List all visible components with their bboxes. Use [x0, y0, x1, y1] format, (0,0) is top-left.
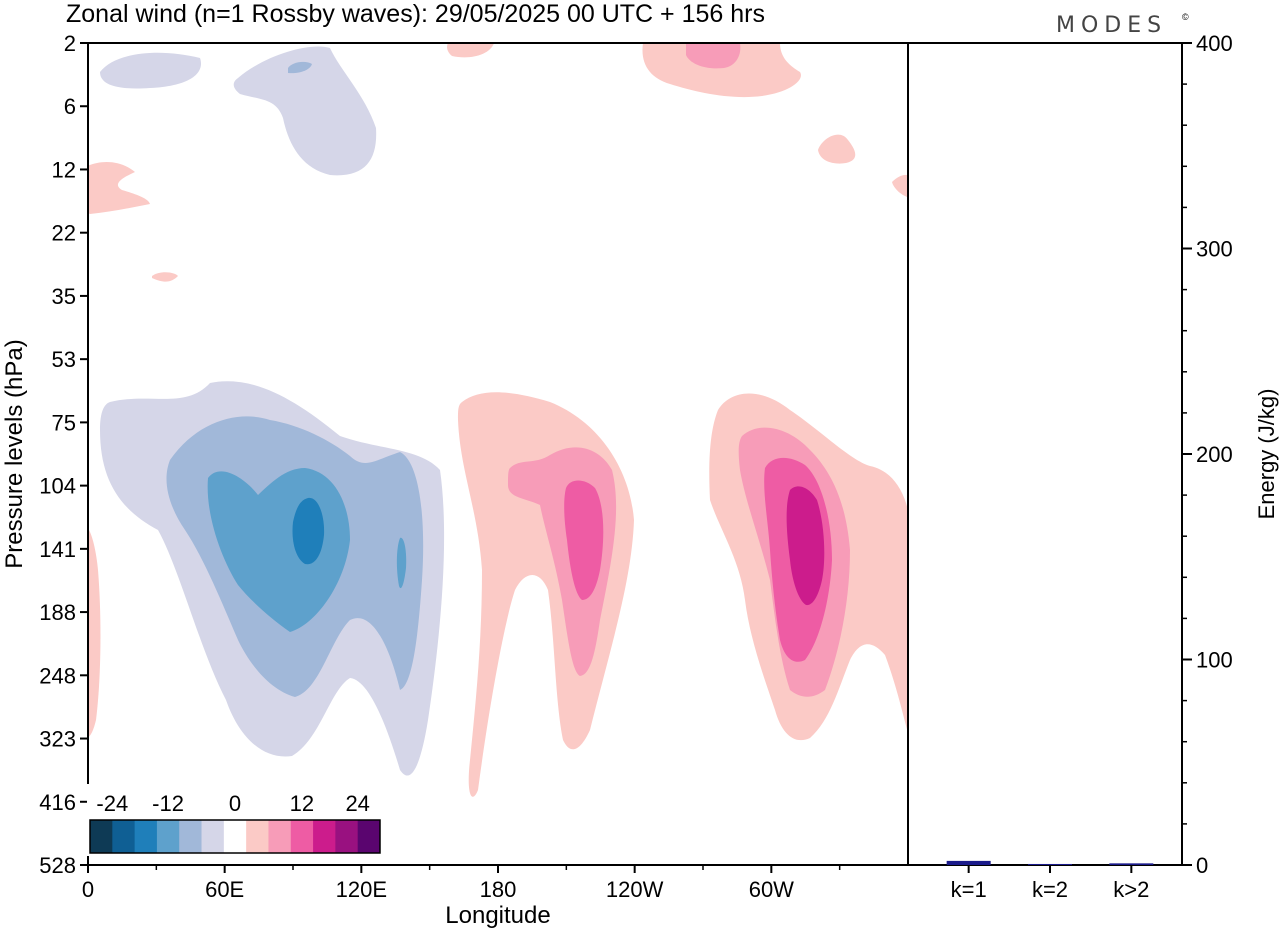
- energy-axis: 0 100 200 300 400: [1182, 31, 1233, 878]
- energy-bar: [1109, 863, 1154, 865]
- energy-tick-label: 0: [1196, 853, 1208, 878]
- pressure-tick-label: 2: [64, 31, 76, 56]
- y-axis-title: Pressure levels (hPa): [1, 339, 28, 568]
- pressure-tick-label: 22: [52, 221, 76, 246]
- longitude-tick-label: 120E: [336, 877, 387, 902]
- pressure-tick-label: 141: [39, 537, 76, 562]
- wavenumber-label: k=2: [1032, 877, 1068, 902]
- longitude-tick-label: 120W: [606, 877, 664, 902]
- colorbar-swatch: [90, 820, 113, 853]
- pressure-tick-label: 35: [52, 284, 76, 309]
- energy-bar: [946, 860, 991, 865]
- brand-mark: ©: [1182, 12, 1189, 22]
- colorbar-swatch: [290, 820, 314, 853]
- colorbar-swatch: [357, 820, 381, 853]
- colorbar-swatch: [335, 820, 359, 853]
- brand-logo: MODES: [1056, 13, 1167, 38]
- longitude-tick-label: 0: [82, 877, 94, 902]
- colorbar-label: 0: [229, 791, 241, 816]
- pressure-tick-label: 53: [52, 347, 76, 372]
- energy-bars: [946, 860, 1154, 865]
- x-axis-title: Longitude: [445, 902, 550, 929]
- longitude-tick-label: 180: [480, 877, 517, 902]
- pressure-tick-label: 104: [39, 474, 76, 499]
- colorbar-swatch: [201, 820, 225, 853]
- chart-title: Zonal wind (n=1 Rossby waves): 29/05/202…: [66, 0, 765, 28]
- colorbar-swatch: [313, 820, 336, 853]
- pressure-tick-label: 323: [39, 727, 76, 752]
- pressure-tick-label: 528: [39, 853, 76, 878]
- pressure-tick-label: 188: [39, 600, 76, 625]
- pressure-tick-label: 75: [52, 410, 76, 435]
- pressure-tick-label: 12: [52, 157, 76, 182]
- longitude-tick-label: 60E: [205, 877, 244, 902]
- colorbar-swatch: [223, 820, 247, 853]
- colorbar-border: [89, 819, 381, 854]
- bar-frame: [907, 42, 1183, 866]
- wavenumber-label: k=1: [951, 877, 987, 902]
- colorbar-label: 12: [290, 791, 314, 816]
- colorbar: [87, 784, 383, 856]
- energy-tick-label: 400: [1196, 31, 1233, 56]
- energy-axis-title: Energy (J/kg): [1254, 389, 1279, 520]
- colorbar-labels: -24 -12 0 12 24: [96, 791, 370, 816]
- energy-bar: [1028, 863, 1072, 865]
- longitude-tick-label: 60W: [749, 877, 794, 902]
- wavenumber-axis: k=1 k=2 k>2: [951, 865, 1149, 902]
- colorbar-swatch: [156, 820, 180, 853]
- pressure-tick-label: 248: [39, 663, 76, 688]
- contour-level-pos-4: [786, 486, 825, 606]
- wavenumber-label: k>2: [1113, 877, 1149, 902]
- colorbar-label: -12: [152, 791, 184, 816]
- colorbar-swatch: [268, 820, 292, 853]
- longitude-axis: 0 60E 120E 180 120W 60W: [82, 865, 841, 902]
- colorbar-swatch: [179, 820, 202, 853]
- energy-tick-label: 100: [1196, 648, 1233, 673]
- contour-plot: [88, 43, 908, 797]
- pressure-tick-label: 416: [39, 790, 76, 815]
- pressure-axis: 2 6 12 22 35 53 75 104 141 188 248 323 416 528: [39, 31, 88, 878]
- colorbar-swatch: [246, 820, 269, 853]
- pressure-tick-label: 6: [64, 94, 76, 119]
- contour-level-neg-4: [292, 497, 325, 565]
- colorbar-swatch: [134, 820, 158, 853]
- energy-tick-label: 200: [1196, 442, 1233, 467]
- colorbar-swatch: [112, 820, 136, 853]
- energy-tick-label: 300: [1196, 237, 1233, 262]
- colorbar-label: 24: [345, 791, 369, 816]
- colorbar-label: -24: [96, 791, 128, 816]
